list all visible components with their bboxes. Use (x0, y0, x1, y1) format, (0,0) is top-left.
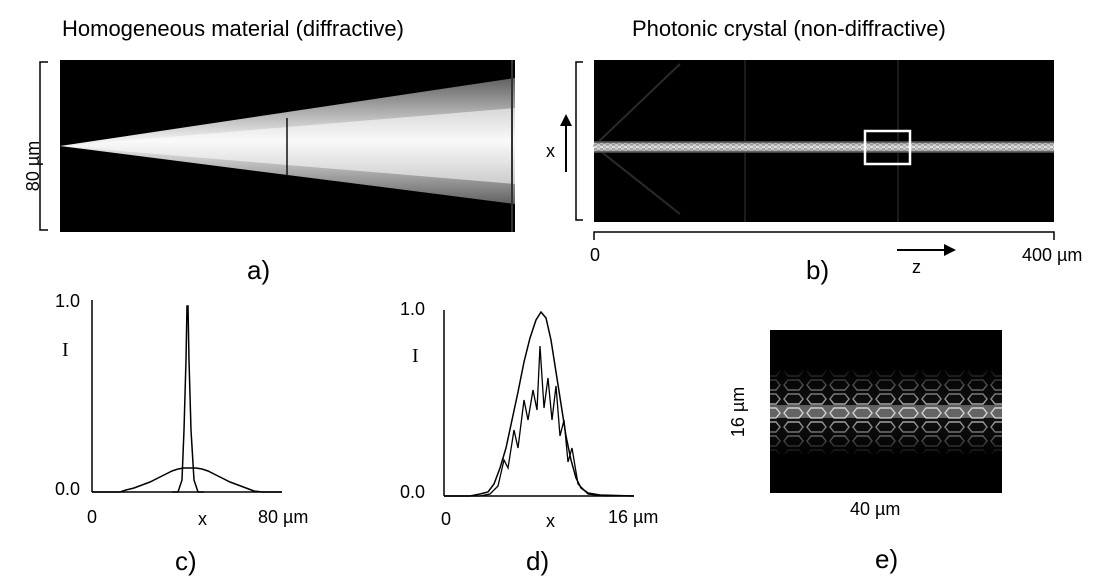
panel-b-bracket (575, 61, 583, 221)
panel-d-y-max: 1.0 (400, 299, 426, 319)
panel-b-label: b) (806, 255, 830, 285)
z-direction-arrow (897, 244, 956, 256)
panel-d-x-end: 16 µm (608, 507, 659, 527)
z-start-label: 0 (590, 245, 601, 265)
z-end-label: 400 µm (1022, 245, 1083, 265)
z-scale-bar (593, 231, 1055, 240)
x-direction-arrow (560, 114, 572, 172)
panel-e-label: e) (875, 544, 899, 574)
panel-c-broad-curve (92, 467, 282, 493)
panel-a-image (60, 60, 515, 232)
panel-c-y-max: 1.0 (55, 291, 81, 311)
panel-d-label: d) (526, 546, 550, 576)
panel-c-x-end: 80 µm (258, 507, 309, 527)
panel-c-narrow-curve (172, 305, 204, 493)
panel-c-label: c) (175, 546, 197, 576)
z-axis-label: z (912, 257, 921, 277)
panel-e-width-label: 40 µm (850, 499, 901, 519)
panel-c-plot (91, 300, 282, 493)
panel-d-x-axis-label: x (546, 511, 555, 531)
panel-e-height-label: 16 µm (728, 386, 748, 438)
panel-d-plot (443, 310, 635, 497)
panel-c-x-axis-label: x (198, 509, 207, 529)
panel-a-label: a) (247, 255, 271, 285)
panel-c-y-axis-label: I (62, 339, 69, 361)
panel-c-y-min: 0.0 (55, 479, 81, 499)
zoom-region-box (863, 129, 912, 166)
panel-d-y-axis-label: I (412, 345, 419, 367)
panel-a-bracket (39, 61, 48, 231)
panel-e-image (770, 330, 1002, 493)
panel-d-modulated-curve (444, 345, 634, 497)
panel-c-x-start: 0 (87, 507, 98, 527)
panel-a-title: Homogeneous material (diffractive) (62, 16, 404, 41)
panel-d-broad-curve (444, 310, 635, 497)
panel-b-image (593, 60, 1054, 222)
panel-a-dimension-label: 80 µm (23, 140, 44, 192)
x-axis-label: x (546, 141, 555, 161)
panel-d-x-start: 0 (441, 509, 452, 529)
panel-b-title: Photonic crystal (non-diffractive) (632, 16, 946, 41)
panel-d-y-min: 0.0 (400, 482, 426, 502)
